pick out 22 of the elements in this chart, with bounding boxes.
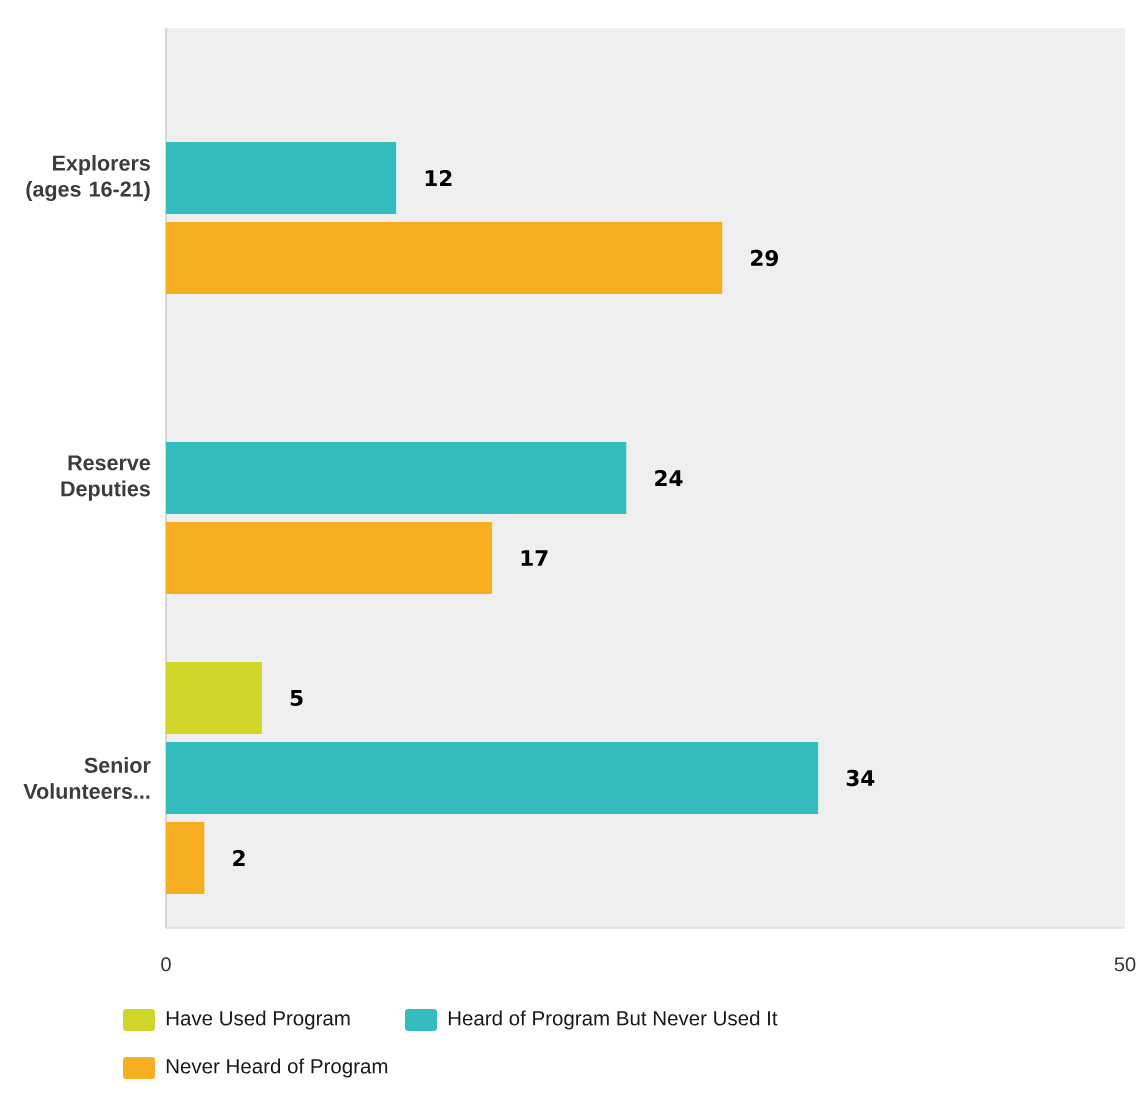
bar (166, 142, 397, 214)
data-label: 17 (521, 550, 548, 566)
data-label: 34 (846, 769, 875, 787)
legend-label: Have Used Program (166, 1010, 350, 1030)
y-tick-label: Senior Volunteers... (23, 757, 151, 799)
bar (166, 742, 819, 815)
y-tick-label: Reserve Deputies (61, 455, 151, 501)
data-label: 12 (425, 170, 452, 186)
legend-label: Never Heard of Program (166, 1058, 388, 1078)
y-tick-label: Explorers (ages 16-21) (26, 154, 150, 202)
bar (166, 662, 262, 735)
data-label: 24 (655, 470, 683, 486)
x-tick-label: 50 (1114, 957, 1136, 972)
bar (166, 522, 493, 595)
bar (166, 442, 627, 514)
data-label: 2 (233, 850, 245, 866)
data-label: 29 (751, 249, 778, 267)
data-label: 5 (290, 690, 303, 706)
legend-label: Heard of Program But Never Used It (448, 1010, 778, 1030)
bar (166, 222, 723, 294)
bar (166, 822, 205, 895)
x-tick-label: 0 (161, 957, 171, 972)
